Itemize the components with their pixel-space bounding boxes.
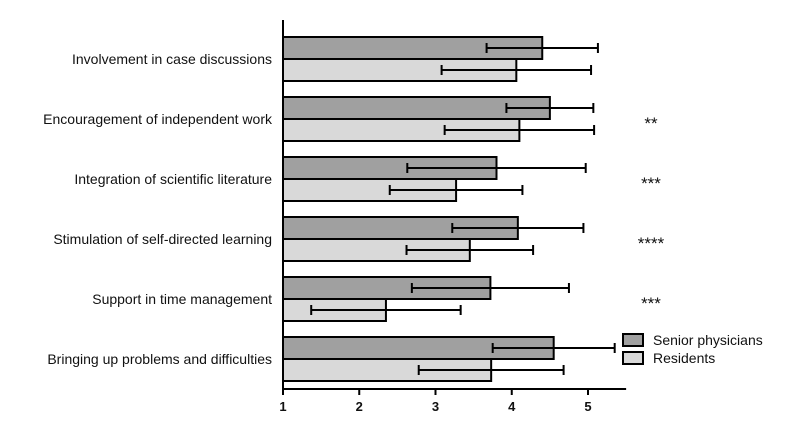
category-label: Encouragement of independent work bbox=[43, 111, 273, 127]
x-axis: 1 2 3 4 5 bbox=[279, 20, 627, 414]
significance-marker: *** bbox=[641, 294, 661, 313]
category-label: Integration of scientific literature bbox=[74, 171, 272, 187]
x-tick-label: 5 bbox=[584, 399, 591, 414]
category-label: Support in time management bbox=[92, 291, 272, 307]
x-tick-label: 4 bbox=[508, 399, 516, 414]
significance-markers: ************ bbox=[638, 114, 665, 313]
legend-label-residents: Residents bbox=[653, 350, 715, 366]
legend: Senior physicians Residents bbox=[622, 332, 763, 366]
category-labels: Involvement in case discussions Encourage… bbox=[43, 51, 273, 367]
significance-marker: ** bbox=[644, 114, 658, 133]
legend-swatch-residents bbox=[622, 351, 644, 365]
x-tick-label: 3 bbox=[432, 399, 439, 414]
category-label: Involvement in case discussions bbox=[72, 51, 272, 67]
x-tick-label: 1 bbox=[279, 399, 286, 414]
significance-marker: **** bbox=[638, 234, 665, 253]
legend-label-senior: Senior physicians bbox=[653, 332, 763, 348]
significance-marker: *** bbox=[641, 174, 661, 193]
category-label: Stimulation of self-directed learning bbox=[53, 231, 272, 247]
bars-layer bbox=[282, 36, 616, 382]
x-tick-label: 2 bbox=[356, 399, 363, 414]
legend-swatch-senior bbox=[622, 333, 644, 347]
category-label: Bringing up problems and difficulties bbox=[47, 351, 272, 367]
